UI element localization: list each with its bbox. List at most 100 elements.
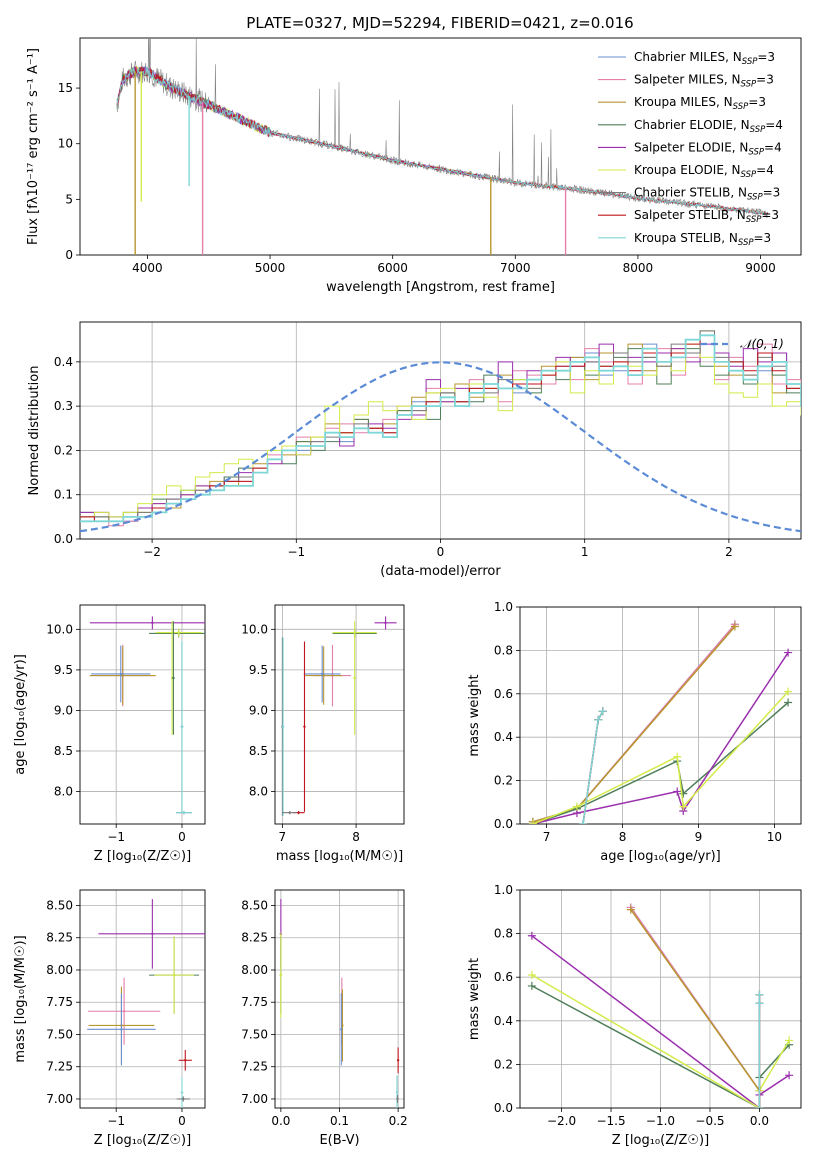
data-point: [120, 1028, 123, 1031]
mass_age-plot: [281, 616, 397, 816]
data-point: [396, 1059, 400, 1062]
data-point: [297, 811, 300, 814]
plus-marker: [730, 622, 739, 631]
legend-label: Kroupa STELIB, NSSP=3: [634, 231, 771, 248]
data-point: [122, 1010, 126, 1013]
plus-marker: [785, 1036, 794, 1045]
y-tick-label: 0.8: [494, 643, 513, 657]
y-tick-label: 0.0: [54, 532, 73, 546]
z_weight-frame: [519, 889, 802, 1109]
data-point: [384, 621, 387, 625]
y-tick-label: 7.25: [241, 1060, 268, 1074]
y-tick-label: 0.6: [494, 687, 513, 701]
data-point: [353, 676, 356, 680]
y-tick-label: 1.0: [494, 883, 513, 897]
y-tick-label: 9.5: [249, 663, 268, 677]
x-axis-label: Z [log₁₀(Z/Z☉)]: [94, 849, 191, 864]
spectrum-axes: 4000 5000 6000 7000 8000 9000 0 5 10 15 wavelength…: [26, 37, 802, 295]
x-tick-label: 10: [767, 830, 782, 844]
x-tick-label: 0.1: [330, 1114, 349, 1128]
plus-marker: [594, 715, 603, 724]
ebv_mass-frame: [274, 889, 405, 1109]
x-tick-label: 0.2: [389, 1114, 408, 1128]
y-tick-label: 0.4: [494, 1014, 513, 1028]
z_weight-axes: −2.0 −1.5 −1.0 −0.5 0.0 0.0 0.2 0.4 0.6 0.8 1.0 Z […: [467, 883, 802, 1148]
x-tick-label: −1.0: [646, 1114, 675, 1128]
legend-label: 𝒩(0, 1): [740, 337, 784, 351]
y-tick-label: 0.2: [494, 1057, 513, 1071]
x-tick-label: 7: [543, 830, 551, 844]
x-tick-label: 0: [178, 830, 186, 844]
plus-marker: [527, 931, 536, 940]
plus-marker: [626, 905, 635, 914]
x-tick-label: 8: [352, 830, 360, 844]
y-tick-label: 0.0: [494, 1101, 513, 1115]
data-point: [288, 811, 291, 814]
data-point: [322, 674, 325, 677]
data-point: [182, 811, 186, 814]
y-axis-label: Flux [fλ10⁻¹⁷ erg cm⁻² s⁻¹ A⁻¹]: [26, 48, 41, 245]
data-point: [180, 725, 184, 728]
y-tick-label: 0.8: [494, 927, 513, 941]
legend-label: Kroupa ELODIE, NSSP=4: [634, 163, 774, 180]
data-point: [151, 621, 154, 625]
legend-label: Salpeter ELODIE, NSSP=4: [634, 140, 782, 157]
x-tick-label: 9: [695, 830, 703, 844]
x-tick-label: 9000: [745, 261, 776, 275]
gauss-curve: [80, 361, 801, 533]
y-axis-label: mass [log₁₀(M/M☉)]: [13, 935, 28, 1062]
weight-line-kroupa-miles: [630, 909, 761, 1092]
y-tick-label: 9.0: [54, 703, 73, 717]
x-tick-label: 1: [581, 545, 589, 559]
legend-label: Chabrier STELIB, NSSP=3: [634, 186, 780, 203]
age_weight-frame: [519, 606, 802, 825]
ebv_mass-plot: [279, 899, 400, 1108]
hist-series-kroupa-stelib: [80, 334, 801, 523]
data-point: [279, 973, 283, 977]
y-tick-label: 0.2: [54, 443, 73, 457]
plus-marker: [755, 999, 764, 1008]
plus-marker: [755, 1104, 764, 1108]
data-point: [177, 631, 180, 634]
data-point: [121, 674, 124, 677]
y-tick-label: 8.0: [249, 785, 268, 799]
plus-marker: [572, 802, 581, 811]
x-tick-label: 0: [178, 1114, 186, 1128]
x-tick-label: −1.5: [596, 1114, 625, 1128]
x-tick-label: 2: [725, 545, 733, 559]
plus-marker: [784, 698, 793, 707]
plus-marker: [528, 820, 537, 824]
legend-label: Chabrier MILES, NSSP=3: [634, 50, 775, 67]
y-tick-label: 1.0: [494, 600, 513, 614]
mass_age-axes: 7 8 8.0 8.5 9.0 9.5 10.0 mass [log₁₀(M/M☉)]: [241, 604, 405, 864]
data-point: [182, 1097, 185, 1101]
y-tick-label: 0.0: [494, 817, 513, 831]
z_mass-frame: [79, 889, 206, 1109]
x-tick-label: 8000: [623, 261, 654, 275]
plus-marker: [784, 687, 793, 696]
y-tick-label: 9.5: [54, 663, 73, 677]
spectrum-plot: [116, 38, 769, 255]
data-point: [184, 1059, 187, 1062]
plus-marker: [598, 707, 607, 716]
x-axis-label: mass [log₁₀(M/M☉)]: [276, 849, 403, 864]
x-tick-label: −0.5: [695, 1114, 724, 1128]
z_mass-plot: [87, 899, 205, 1108]
mass_age-frame: [274, 604, 405, 825]
z_age-frame: [79, 604, 206, 825]
x-tick-label: 5000: [255, 261, 286, 275]
y-tick-label: 8.25: [241, 931, 268, 945]
ebv_mass-axes: 0.0 0.1 0.2 7.00 7.25 7.50 7.75 8.00 8.25 8.50 E(B…: [241, 889, 408, 1148]
y-tick-label: 7.25: [46, 1060, 73, 1074]
y-tick-label: 7.00: [46, 1092, 73, 1106]
z_weight-plot: [527, 903, 794, 1108]
y-tick-label: 8.5: [249, 744, 268, 758]
data-point: [320, 672, 324, 676]
data-point: [281, 725, 285, 728]
legend-label: Chabrier ELODIE, NSSP=4: [634, 118, 783, 135]
y-tick-label: 8.00: [46, 963, 73, 977]
x-axis-label: E(B-V): [319, 1133, 359, 1148]
y-tick-label: 8.25: [46, 931, 73, 945]
y-tick-label: 0.6: [494, 970, 513, 984]
